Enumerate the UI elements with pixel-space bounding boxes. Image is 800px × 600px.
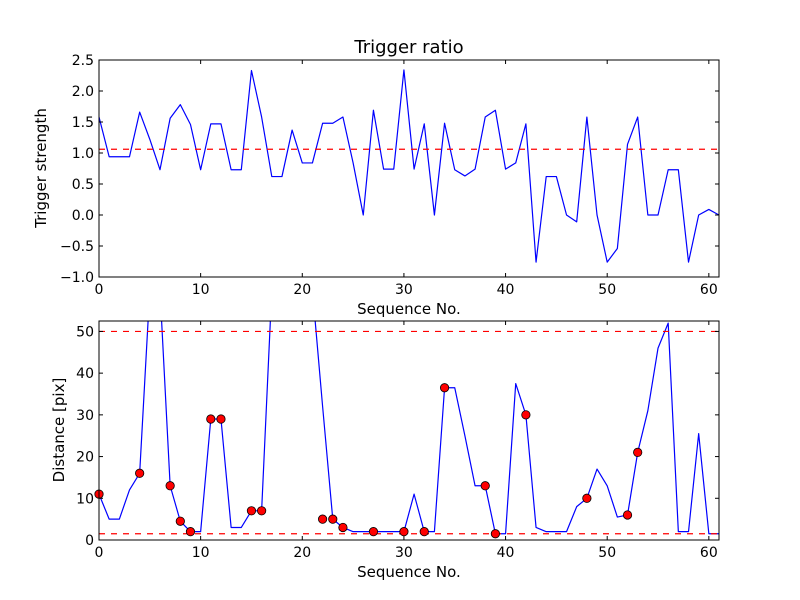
data-point-marker [328, 514, 338, 524]
y-tick-label: 1.0 [72, 146, 94, 162]
data-point-marker [521, 410, 531, 420]
x-tick-label: 0 [95, 282, 104, 298]
axes-frame [98, 59, 720, 278]
subplot-trigger-ratio: Trigger ratio Sequence No. Trigger stren… [32, 37, 720, 318]
data-point-marker [633, 447, 643, 457]
data-point-marker [257, 506, 267, 516]
y-tick-label: 50 [76, 324, 94, 340]
data-point-marker [185, 527, 196, 537]
x-tick-label: 50 [598, 545, 616, 561]
y-tick-label: −1.0 [60, 270, 94, 286]
data-point-marker [490, 529, 500, 539]
data-point-marker [399, 527, 409, 537]
y-tick-label: 0.0 [72, 208, 94, 224]
x-tick-label: 40 [497, 282, 515, 298]
data-point-marker [135, 468, 145, 478]
y-tick-label: −0.5 [60, 239, 94, 255]
y-axis-label: Distance [pix] [50, 378, 68, 483]
data-point-marker [206, 414, 216, 424]
y-tick-label: 0.5 [72, 177, 94, 193]
x-axis-label: Sequence No. [357, 563, 461, 581]
x-tick-label: 40 [497, 545, 515, 561]
series-line [99, 321, 719, 535]
data-point-marker [216, 414, 226, 424]
x-tick-label: 30 [395, 282, 413, 298]
y-tick-label: 2.5 [72, 53, 94, 69]
plot-area [99, 60, 719, 277]
data-point-marker [480, 481, 490, 491]
x-tick-label: 60 [700, 545, 718, 561]
data-point-marker [368, 527, 379, 537]
data-point-marker [439, 383, 450, 393]
y-tick-label: 10 [76, 491, 94, 507]
y-tick-label: 1.5 [72, 115, 94, 131]
y-tick-label: 0 [85, 533, 94, 549]
x-tick-label: 0 [95, 545, 104, 561]
x-tick-label: 10 [192, 282, 210, 298]
x-axis-label: Sequence No. [357, 300, 461, 318]
data-point-marker [318, 514, 328, 524]
data-point-marker [165, 481, 175, 491]
plot-area [99, 321, 719, 540]
axes-frame [98, 320, 720, 541]
x-tick-label: 50 [598, 282, 616, 298]
data-point-marker [419, 527, 429, 537]
chart-title: Trigger ratio [353, 37, 463, 58]
y-tick-label: 40 [76, 366, 94, 382]
data-point-marker [622, 510, 633, 520]
x-tick-label: 30 [395, 545, 413, 561]
y-tick-label: 2.0 [72, 84, 94, 100]
data-point-marker [246, 506, 257, 516]
subplot-distance: Sequence No. Distance [pix] 0 10 20 30 40 50 6… [50, 320, 720, 581]
y-tick-label: 30 [76, 408, 94, 424]
x-tick-label: 20 [293, 545, 311, 561]
data-point-marker [338, 522, 348, 533]
y-axis-label: Trigger strength [32, 108, 50, 229]
data-point-marker [175, 516, 185, 526]
y-tick-label: 20 [76, 450, 94, 466]
x-tick-label: 20 [293, 282, 311, 298]
series-line [99, 69, 719, 263]
x-tick-label: 60 [700, 282, 718, 298]
data-point-marker [582, 493, 592, 503]
x-tick-label: 10 [192, 545, 210, 561]
